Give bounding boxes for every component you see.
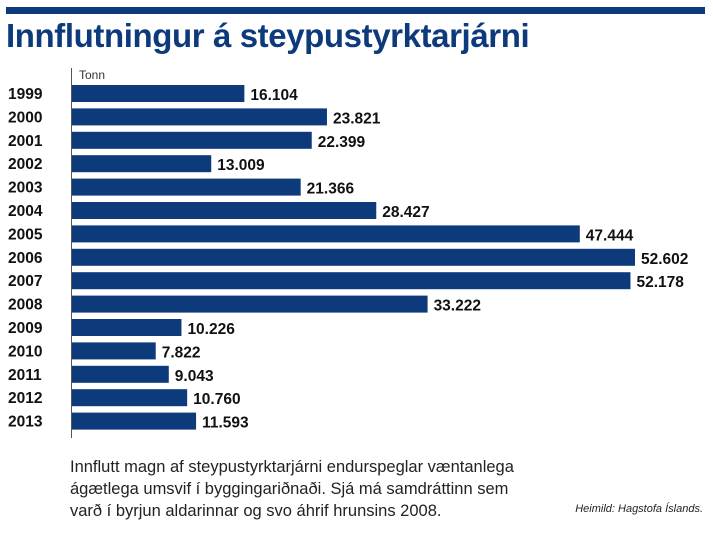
bar xyxy=(72,178,301,196)
year-label: 2006 xyxy=(8,250,43,267)
value-label: 52.602 xyxy=(641,251,688,268)
chart-title: Innflutningur á steypustyrktarjárni xyxy=(6,17,530,54)
unit-label: Tonn xyxy=(79,68,105,82)
year-label: 2012 xyxy=(8,390,42,407)
value-label: 33.222 xyxy=(434,298,481,315)
value-label: 10.760 xyxy=(193,391,240,408)
bars-layer: 1999 16.104 2000 23.821 2001 22.399 2002 13.009… xyxy=(8,85,688,432)
value-label: 21.366 xyxy=(307,181,355,198)
bar xyxy=(72,389,188,407)
bar xyxy=(72,295,428,313)
value-label: 10.226 xyxy=(187,321,235,338)
value-label: 47.444 xyxy=(586,227,634,244)
bar xyxy=(72,365,169,383)
value-label: 11.593 xyxy=(202,415,249,432)
value-label: 28.427 xyxy=(382,204,429,221)
bar xyxy=(72,85,245,102)
bar xyxy=(72,225,580,243)
source-note: Heimild: Hagstofa Íslands. xyxy=(575,503,703,515)
bar xyxy=(72,319,182,336)
top-rule xyxy=(6,7,705,14)
bar xyxy=(72,155,212,173)
year-label: 2004 xyxy=(8,203,43,220)
year-label: 2001 xyxy=(8,133,43,150)
bar xyxy=(72,131,312,149)
year-label: 2011 xyxy=(8,367,42,384)
year-label: 2003 xyxy=(8,180,43,197)
bar xyxy=(72,412,197,430)
bar xyxy=(72,108,327,126)
year-label: 2007 xyxy=(8,273,42,290)
year-label: 2005 xyxy=(8,226,43,243)
value-label: 22.399 xyxy=(318,134,366,151)
caption: Innflutt magn af steypustyrktarjárni end… xyxy=(70,458,514,520)
year-label: 2000 xyxy=(8,109,42,126)
year-label: 1999 xyxy=(8,86,43,103)
bar xyxy=(72,342,156,360)
bar xyxy=(72,272,631,290)
year-label: 2002 xyxy=(8,156,42,173)
value-label: 52.178 xyxy=(636,274,684,291)
bar xyxy=(72,248,635,266)
year-label: 2009 xyxy=(8,320,43,337)
bar xyxy=(72,202,377,219)
value-label: 9.043 xyxy=(175,368,214,385)
year-label: 2008 xyxy=(8,297,43,314)
value-label: 23.821 xyxy=(333,110,381,127)
year-label: 2010 xyxy=(8,343,42,360)
value-label: 7.822 xyxy=(162,344,201,361)
value-label: 16.104 xyxy=(250,87,298,104)
year-label: 2013 xyxy=(8,414,43,431)
value-label: 13.009 xyxy=(217,157,265,174)
